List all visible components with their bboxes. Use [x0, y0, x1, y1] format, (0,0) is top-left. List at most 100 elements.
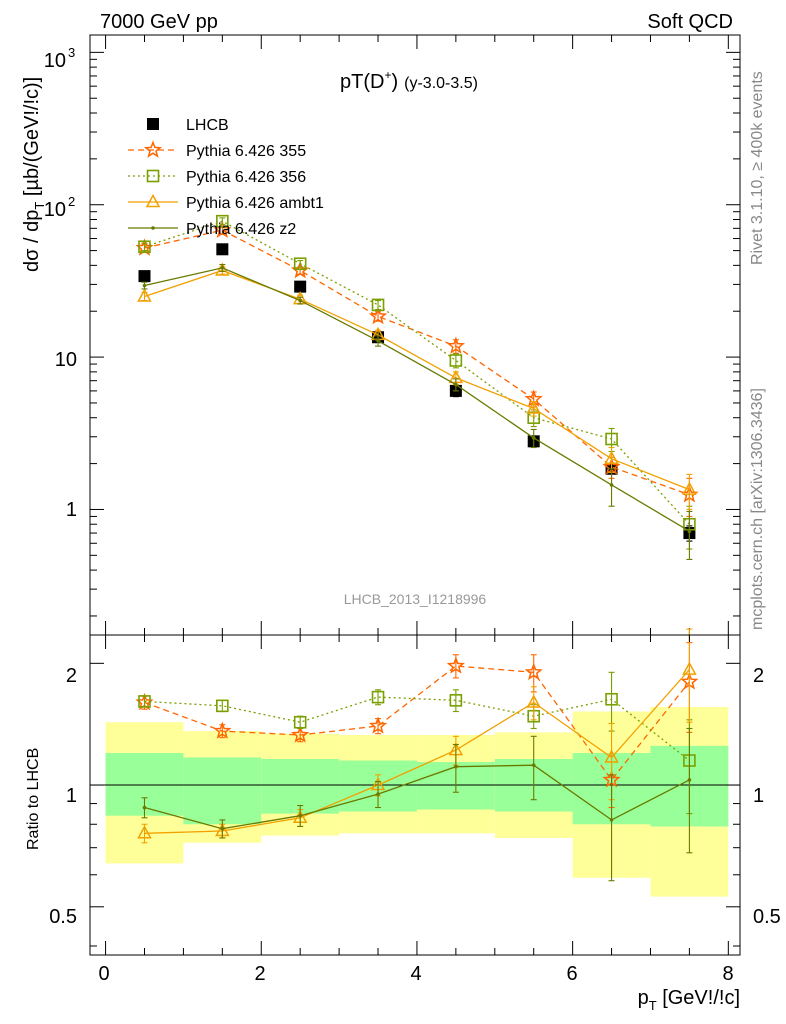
main-point [137, 288, 152, 302]
main-point [449, 354, 463, 367]
side-label-events: Rivet 3.1.10, ≥ 400k events [749, 71, 766, 265]
ratio-xlabel-rest: [GeV!/!c] [657, 987, 740, 1009]
ratio-ytick-label-left-2: 2 [66, 665, 77, 687]
legend: LHCB Pythia 6.426 355 Pythia 6.426 356 Pyth… [128, 117, 324, 238]
ratio-point [216, 699, 229, 713]
main-point [220, 266, 225, 270]
legend-marker [147, 118, 159, 130]
ratio-band-1sigma [261, 758, 340, 814]
ratio-point [446, 656, 465, 674]
legend-label: Pythia 6.426 355 [186, 143, 306, 160]
main-point [454, 382, 458, 387]
ratio-ytick-label-right-05: 0.5 [753, 906, 781, 928]
main-point [605, 432, 618, 446]
header-category-label: Soft QCD [647, 11, 733, 33]
ratio-point [524, 662, 543, 681]
ratio-point [293, 715, 307, 729]
main-ytick-label-1: 1 [66, 499, 77, 521]
legend-label: Pythia 6.426 z2 [186, 221, 296, 238]
legend-entry-0: LHCB [147, 117, 229, 134]
main-ytick-label-100-exp: 2 [68, 194, 75, 209]
ratio-point [298, 813, 302, 818]
main-ticks [90, 35, 740, 635]
ratio-point [213, 721, 232, 739]
ratio-point [220, 826, 225, 831]
main-ytick-label-100: 10 [44, 199, 66, 221]
ratio-xtick-label-6: 6 [566, 963, 577, 985]
ratio-point [368, 716, 388, 734]
main-point [138, 240, 151, 254]
legend-entry-1: Pythia 6.426 355 [128, 140, 306, 160]
main-point [138, 270, 151, 283]
main-point [213, 220, 232, 239]
plot-title-close: ) [391, 71, 398, 93]
ratio-point [376, 792, 380, 796]
ratio-ticks [90, 635, 740, 955]
main-series-line-1 [144, 229, 690, 496]
ratio-plot: 2 1 0.5 2 1 0.5 0 2 4 6 8 Ratio to LHCB … [25, 628, 781, 1013]
legend-label: Pythia 6.426 ambt1 [186, 195, 324, 212]
main-series-line-3 [144, 269, 690, 491]
ratio-series-3 [141, 727, 693, 882]
legend-entry-3: Pythia 6.426 ambt1 [128, 193, 324, 212]
main-ytick-label-1000-exp: 3 [68, 45, 75, 60]
main-ytick-label-1000: 10 [44, 50, 66, 72]
main-plot: 1 10 10 2 10 3 pT(D+) (y-3.0-3.5) dσ / dp… [21, 34, 741, 636]
ratio-xlabel: pT [GeV!/!c] [638, 987, 740, 1013]
ratio-point [682, 661, 697, 675]
main-point [531, 436, 536, 440]
ratio-point [531, 763, 536, 767]
main-point [446, 336, 466, 354]
ratio-point [526, 694, 541, 708]
legend-entry-2: Pythia 6.426 356 [128, 169, 306, 186]
ratio-series-line-1 [144, 696, 690, 762]
main-ylabel: dσ / dpT [µb/(GeV!/!c)] [21, 77, 47, 272]
ratio-series [135, 628, 699, 882]
main-point [216, 214, 229, 228]
main-point [298, 298, 302, 303]
ratio-point [605, 692, 618, 706]
legend-marker [151, 226, 155, 230]
legend-marker [146, 169, 160, 183]
ratio-series-line-3 [144, 764, 690, 830]
ratio-point [137, 825, 152, 839]
main-point [368, 306, 388, 325]
ratio-ylabel: Ratio to LHCB [25, 748, 42, 850]
legend-entry-4: Pythia 6.426 z2 [128, 221, 296, 238]
plot-title-sub: (y-3.0-3.5) [404, 75, 478, 92]
plot-title: pT(D+) (y-3.0-3.5) [340, 68, 478, 93]
main-series [135, 214, 699, 560]
main-ytick-label-100-base: 10 [44, 199, 66, 221]
ratio-ytick-label-left-1: 1 [66, 785, 77, 807]
ratio-bands [105, 706, 729, 897]
main-point [687, 529, 692, 534]
ratio-point [449, 694, 463, 707]
main-point [682, 481, 697, 495]
ratio-xlabel-sub: T [649, 998, 657, 1013]
main-point [526, 400, 541, 414]
main-point [216, 243, 229, 256]
main-point [376, 338, 380, 343]
plot-title-main: pT(D [340, 71, 384, 93]
legend-marker [145, 193, 161, 208]
main-ylabel-rest: [µb/(GeV!/!c)] [21, 77, 43, 202]
ratio-point [604, 749, 619, 763]
ratio-series-line-2 [144, 669, 690, 834]
ratio-point [291, 725, 310, 743]
main-ytick-label-1000-base: 10 [44, 50, 66, 72]
ratio-ytick-label-left-05: 0.5 [49, 906, 77, 928]
main-point [142, 283, 147, 288]
main-point [609, 483, 614, 487]
main-ytick-label-10: 10 [55, 349, 77, 371]
ratio-point [371, 690, 385, 704]
ratio-xtick-label-8: 8 [722, 963, 733, 985]
main-ylabel-main: dσ / dp [21, 210, 43, 272]
ratio-point [687, 778, 692, 782]
main-ylabel-sub: T [32, 202, 47, 210]
legend-label: LHCB [186, 117, 229, 134]
ratio-ytick-label-right-2: 2 [753, 665, 764, 687]
ratio-xtick-label-2: 2 [254, 963, 265, 985]
ratio-series-line-0 [144, 665, 690, 781]
ratio-plot-frame [89, 634, 741, 956]
